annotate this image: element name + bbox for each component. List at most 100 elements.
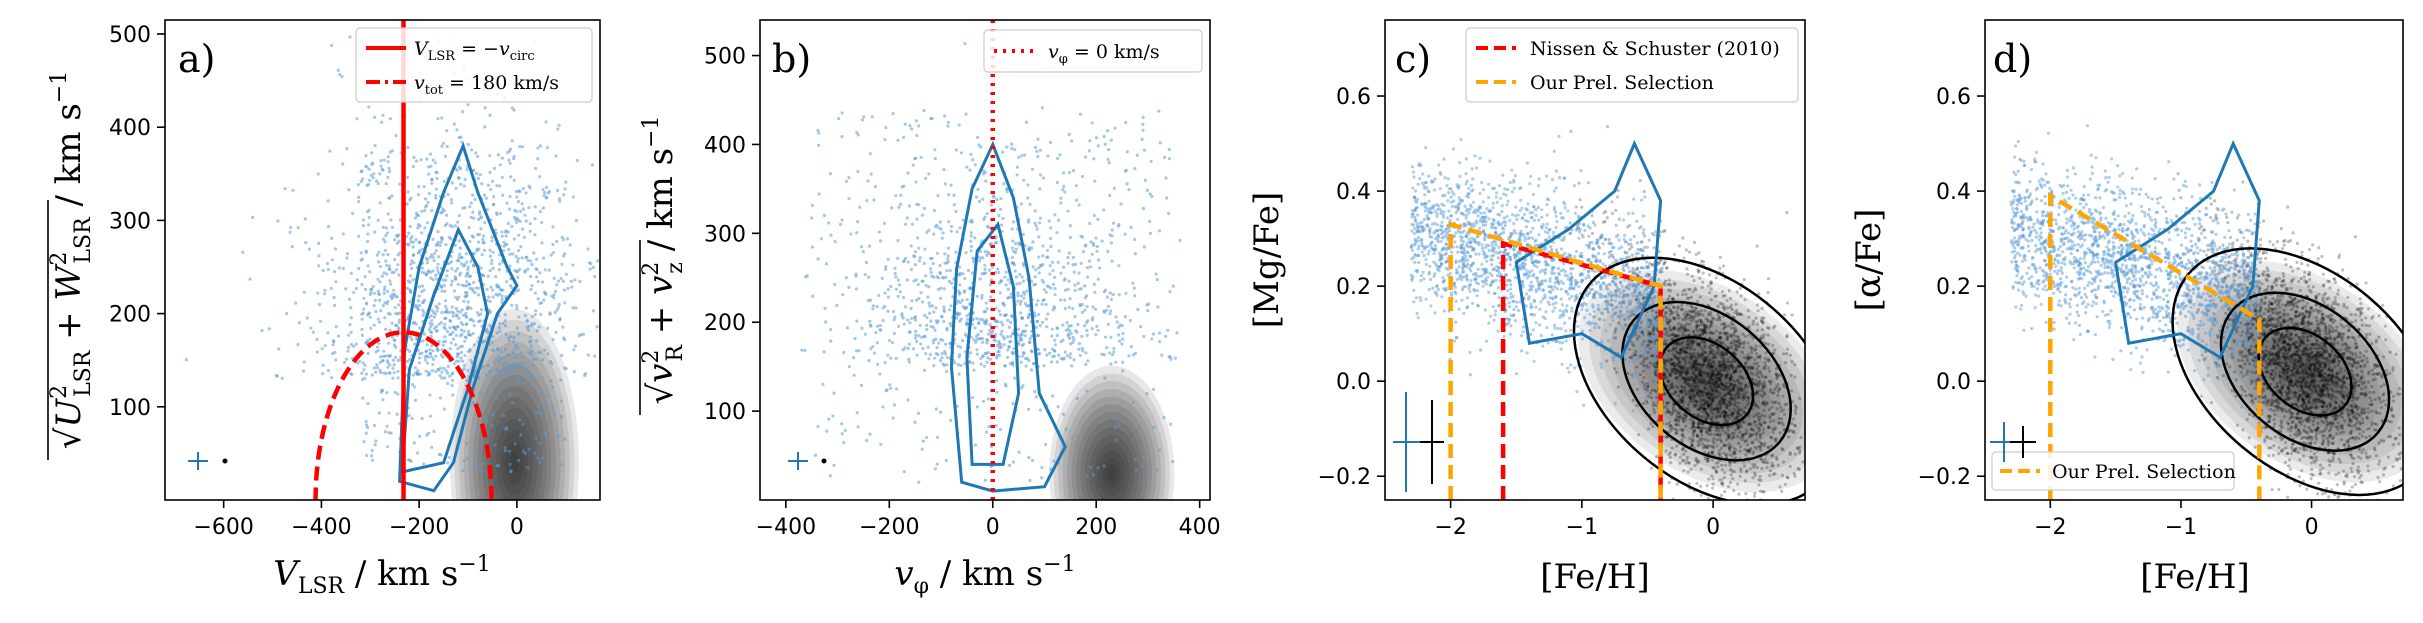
scatter-point <box>427 191 432 196</box>
scatter-point <box>450 267 454 271</box>
scatter-point <box>328 149 332 153</box>
scatter-point <box>500 376 504 380</box>
scatter-point <box>978 256 983 260</box>
scatter-point <box>964 112 968 116</box>
scatter-point <box>1093 290 1097 294</box>
scatter-point <box>360 333 364 337</box>
scatter-point <box>491 266 495 270</box>
scatter-point <box>336 68 340 72</box>
scatter-point-disk <box>1736 389 1740 393</box>
scatter-point <box>1011 249 1016 253</box>
scatter-point-disk <box>1711 359 1715 364</box>
scatter-point <box>488 299 492 304</box>
scatter-point-disk <box>1681 435 1686 439</box>
scatter-point <box>1004 313 1009 317</box>
scatter-point-disk <box>1729 382 1733 387</box>
scatter-point <box>541 206 546 210</box>
scatter-point <box>1049 140 1053 145</box>
scatter-point <box>469 317 473 321</box>
scatter-point <box>458 271 463 275</box>
scatter-point-disk <box>1844 383 1847 386</box>
scatter-point-disk <box>1738 312 1742 316</box>
scatter-point <box>1061 412 1066 416</box>
scatter-point-disk <box>1718 364 1723 368</box>
scatter-point-disk <box>1747 365 1751 370</box>
scatter-point <box>385 424 389 428</box>
scatter-point <box>435 176 439 181</box>
scatter-point <box>878 239 883 243</box>
scatter-point-disk <box>1729 389 1733 393</box>
scatter-point <box>466 265 470 269</box>
scatter-point-disk <box>1705 381 1709 385</box>
scatter-point <box>1048 236 1053 241</box>
scatter-point <box>465 378 469 382</box>
scatter-point-disk <box>1820 413 1823 416</box>
scatter-point <box>941 231 945 235</box>
scatter-point <box>942 305 946 309</box>
scatter-point-disk <box>1710 374 1714 378</box>
scatter-point <box>487 295 491 299</box>
scatter-point <box>553 289 558 293</box>
scatter-point <box>985 307 989 311</box>
scatter-point <box>241 250 245 254</box>
scatter-point <box>1012 376 1017 380</box>
scatter-point <box>543 400 547 404</box>
scatter-point <box>449 260 454 264</box>
scatter-point-disk <box>1677 411 1682 415</box>
scatter-point <box>928 304 932 308</box>
scatter-point <box>983 250 987 254</box>
scatter-point <box>813 453 818 457</box>
scatter-point <box>1041 254 1045 258</box>
scatter-point-disk <box>1703 324 1707 329</box>
scatter-point <box>930 117 934 121</box>
scatter-point <box>897 283 902 287</box>
scatter-point <box>1115 320 1119 324</box>
scatter-point <box>516 275 520 279</box>
scatter-point <box>1025 304 1029 308</box>
scatter-point <box>1023 329 1028 333</box>
scatter-point-disk <box>1707 273 1712 277</box>
scatter-point <box>461 313 466 317</box>
scatter-point-disk <box>1733 404 1738 408</box>
scatter-point <box>462 367 466 371</box>
scatter-point <box>1053 275 1057 280</box>
scatter-point <box>562 288 567 292</box>
scatter-point <box>957 273 962 277</box>
scatter-point <box>486 183 491 187</box>
scatter-point <box>847 285 851 289</box>
scatter-point <box>1010 246 1015 250</box>
scatter-point <box>1062 356 1066 360</box>
scatter-point <box>561 279 565 283</box>
scatter-point <box>889 356 893 360</box>
scatter-point-disk <box>1763 421 1768 425</box>
scatter-point <box>535 275 539 279</box>
scatter-point <box>492 166 497 170</box>
scatter-point <box>982 310 986 314</box>
ytick-label: 500 <box>109 23 151 48</box>
scatter-point-disk <box>1753 362 1757 366</box>
scatter-point <box>863 272 867 277</box>
scatter-point-disk <box>1720 410 1724 414</box>
scatter-point <box>354 342 358 346</box>
scatter-point <box>504 332 508 337</box>
scatter-point <box>981 169 985 173</box>
scatter-point <box>458 252 462 256</box>
scatter-point <box>463 177 467 182</box>
scatter-point <box>369 290 373 295</box>
scatter-point <box>936 287 941 291</box>
scatter-point <box>446 461 450 465</box>
scatter-point-disk <box>1692 412 1696 417</box>
scatter-point <box>1178 238 1182 242</box>
scatter-point <box>902 470 906 474</box>
scatter-point <box>392 343 396 347</box>
scatter-point <box>908 124 912 128</box>
scatter-point <box>349 316 353 320</box>
scatter-point <box>1034 268 1038 272</box>
scatter-point-disk <box>1694 456 1698 461</box>
scatter-point <box>526 267 530 271</box>
scatter-point <box>971 395 975 400</box>
scatter-point <box>543 348 547 352</box>
scatter-point <box>480 469 484 474</box>
scatter-point <box>1127 188 1131 192</box>
scatter-point <box>930 274 934 278</box>
